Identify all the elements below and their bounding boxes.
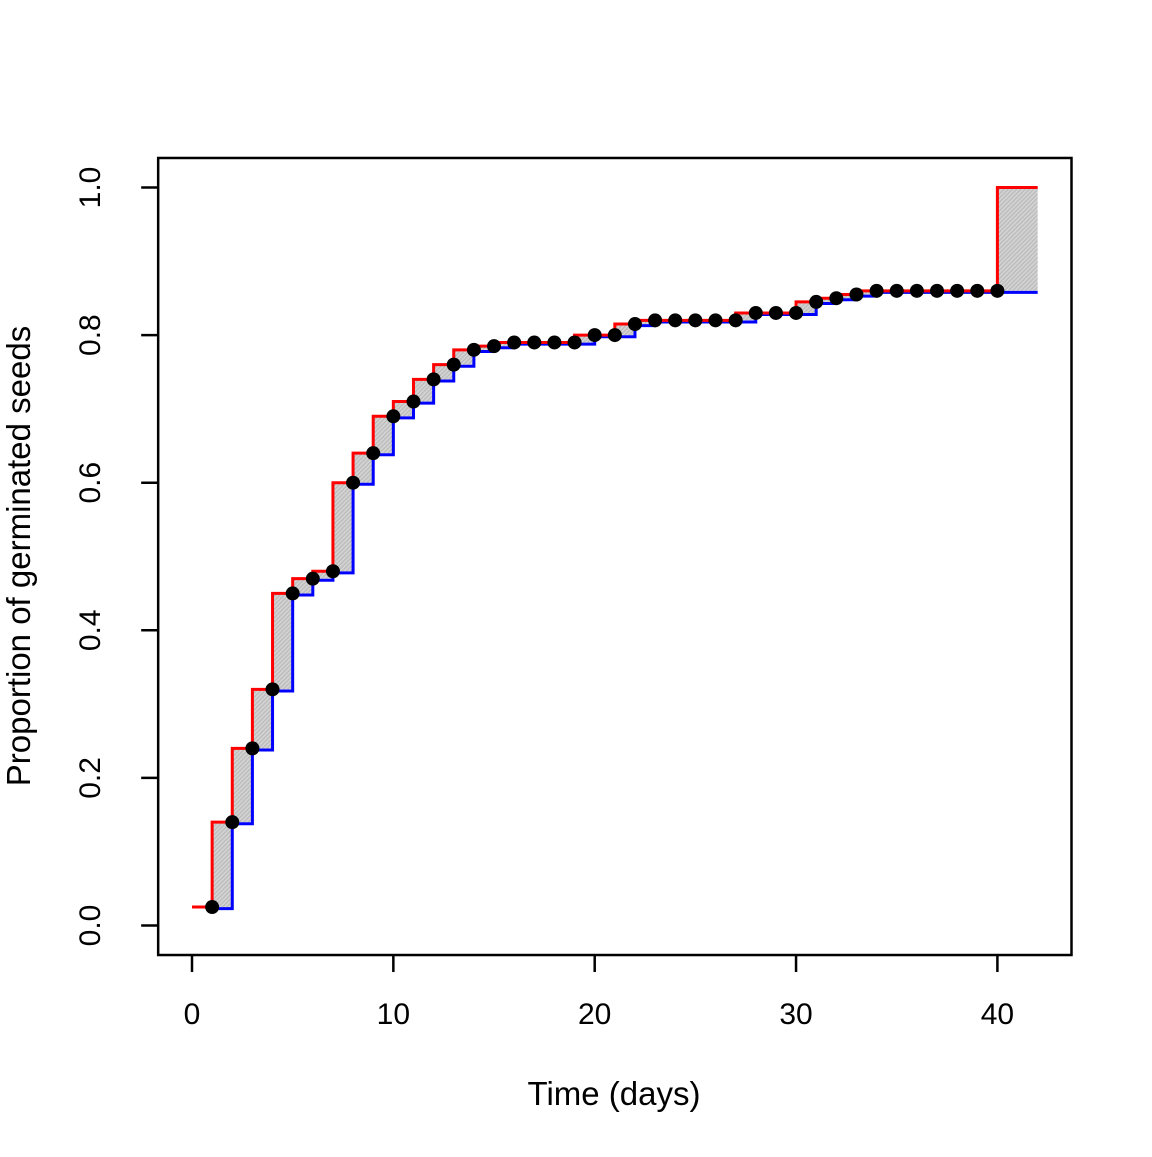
uncertainty-band-rect bbox=[836, 294, 857, 299]
uncertainty-band-rect bbox=[232, 748, 253, 823]
uncertainty-band-rect bbox=[252, 689, 273, 749]
data-point-dot bbox=[426, 372, 441, 387]
data-point-dot bbox=[849, 287, 864, 302]
final-censored-band-rect bbox=[997, 187, 1038, 291]
data-point-dot bbox=[527, 335, 542, 350]
data-point-dot bbox=[970, 283, 985, 298]
uncertainty-band-rect bbox=[272, 593, 293, 690]
uncertainty-band-rect bbox=[353, 453, 374, 483]
data-point-dot bbox=[325, 564, 340, 579]
uncertainty-band-rect bbox=[373, 416, 394, 454]
uncertainty-band-rect bbox=[816, 298, 837, 302]
data-point-dot bbox=[809, 294, 824, 309]
data-point-dot bbox=[587, 328, 602, 343]
uncertainty-band-rect bbox=[413, 379, 434, 402]
y-tick-label: 0.0 bbox=[74, 905, 107, 947]
data-point-dot bbox=[466, 342, 481, 357]
data-point-dot bbox=[950, 283, 965, 298]
uncertainty-band-rect bbox=[735, 312, 756, 321]
uncertainty-band-rect bbox=[634, 320, 656, 325]
axes-layer: 0 10 20 30 40 0.0 0.2 0.4 0.6 0.8 1.0 bbox=[74, 156, 1073, 1031]
uncertainty-band-rect bbox=[574, 335, 595, 343]
data-points-layer bbox=[205, 283, 1005, 915]
x-tick-label: 0 bbox=[184, 998, 201, 1031]
y-tick-label: 0.2 bbox=[74, 757, 107, 799]
data-point-dot bbox=[929, 283, 944, 298]
plot-box bbox=[156, 156, 1073, 957]
data-point-dot bbox=[748, 305, 763, 320]
x-tick-label: 40 bbox=[981, 998, 1014, 1031]
uncertainty-band-rect bbox=[796, 301, 817, 313]
data-point-dot bbox=[768, 305, 783, 320]
lower-step-curve-blue bbox=[212, 290, 1038, 911]
y-tick-label: 0.8 bbox=[74, 314, 107, 356]
data-point-dot bbox=[366, 446, 381, 461]
data-point-dot bbox=[648, 313, 663, 328]
x-tick-label: 20 bbox=[578, 998, 611, 1031]
y-axis-title: Proportion of germinated seeds bbox=[0, 326, 37, 786]
data-point-dot bbox=[487, 339, 502, 354]
uncertainty-band-rect bbox=[212, 822, 233, 908]
y-tick-label: 0.6 bbox=[74, 462, 107, 504]
x-axis-title: Time (days) bbox=[528, 1075, 701, 1112]
data-point-dot bbox=[446, 357, 461, 372]
step-curves-layer bbox=[192, 186, 1038, 911]
data-point-dot bbox=[245, 741, 260, 756]
uncertainty-band-layer bbox=[212, 187, 1038, 908]
data-point-dot bbox=[668, 313, 683, 328]
y-tick-label: 0.4 bbox=[74, 609, 107, 651]
upper-step-curve-red bbox=[192, 186, 1038, 909]
data-point-dot bbox=[346, 475, 361, 490]
uncertainty-band-rect bbox=[332, 482, 354, 572]
data-point-dot bbox=[869, 283, 884, 298]
data-point-dot bbox=[728, 313, 743, 328]
data-point-dot bbox=[889, 283, 904, 298]
data-point-dot bbox=[205, 900, 220, 915]
y-tick-label: 1.0 bbox=[74, 167, 107, 209]
data-point-dot bbox=[688, 313, 703, 328]
data-point-dot bbox=[990, 283, 1005, 298]
data-point-dot bbox=[567, 335, 582, 350]
data-point-dot bbox=[285, 586, 300, 601]
data-point-dot bbox=[305, 571, 320, 586]
uncertainty-band-rect bbox=[312, 571, 333, 579]
uncertainty-band-rect bbox=[473, 346, 495, 350]
data-point-dot bbox=[708, 313, 723, 328]
uncertainty-band-rect bbox=[614, 324, 635, 336]
x-tick-label: 10 bbox=[377, 998, 410, 1031]
data-point-dot bbox=[386, 409, 401, 424]
data-point-dot bbox=[265, 682, 280, 697]
data-point-dot bbox=[225, 815, 240, 830]
data-point-dot bbox=[507, 335, 522, 350]
x-tick-label: 30 bbox=[779, 998, 812, 1031]
uncertainty-band-rect bbox=[494, 342, 515, 347]
data-point-dot bbox=[829, 291, 844, 306]
data-point-dot bbox=[406, 394, 421, 409]
data-point-dot bbox=[607, 328, 622, 343]
uncertainty-band-rect bbox=[856, 290, 877, 295]
data-point-dot bbox=[547, 335, 562, 350]
data-point-dot bbox=[627, 317, 642, 332]
data-point-dot bbox=[909, 283, 924, 298]
data-point-dot bbox=[789, 305, 804, 320]
